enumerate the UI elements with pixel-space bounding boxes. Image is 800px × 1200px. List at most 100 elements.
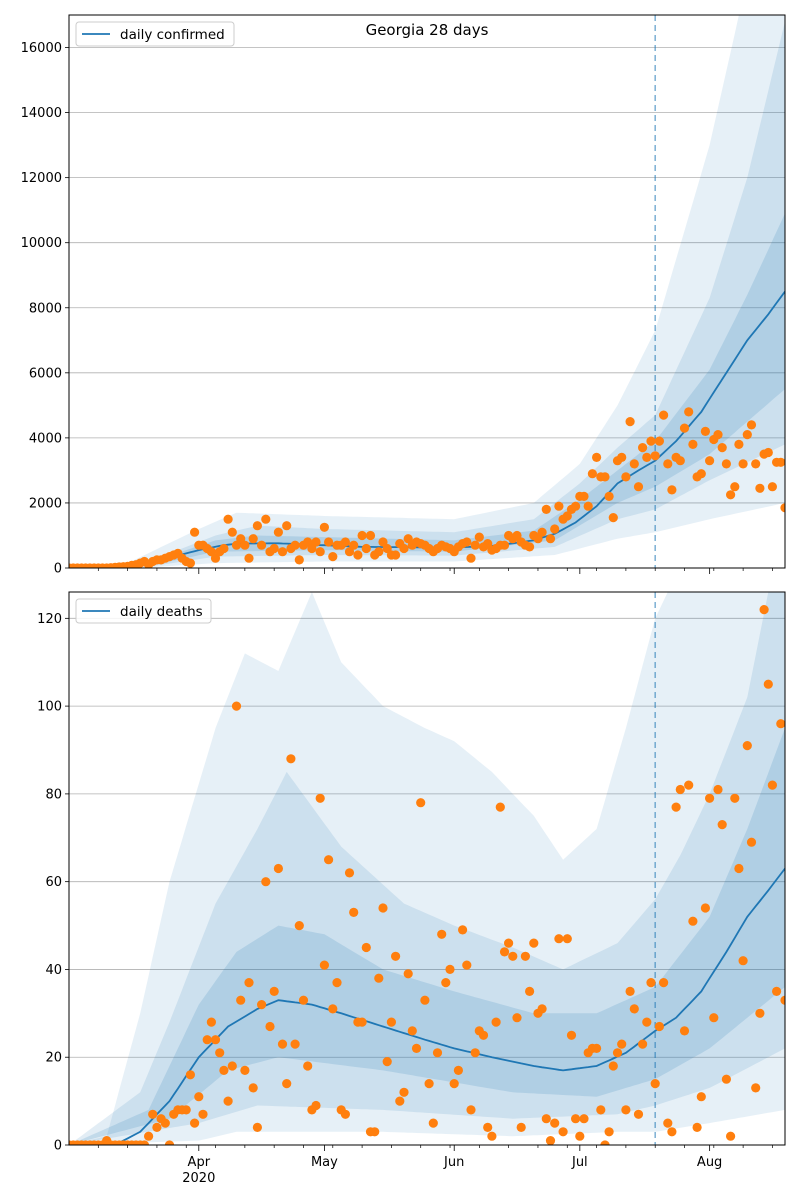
data-point [684, 407, 694, 417]
data-point [730, 482, 740, 492]
data-point [675, 784, 685, 795]
data-point [684, 780, 694, 790]
data-point [633, 482, 644, 492]
data-point [759, 605, 769, 615]
data-point [579, 491, 589, 501]
data-point [282, 521, 292, 531]
data-point [545, 1136, 556, 1145]
data-point [554, 934, 564, 944]
data-point [290, 1039, 300, 1049]
data-point [252, 521, 262, 531]
data-point [650, 451, 660, 461]
data-point [562, 511, 572, 521]
data-point [349, 540, 359, 550]
data-point [361, 543, 371, 554]
data-point [592, 1043, 602, 1053]
data-point [575, 1131, 585, 1141]
data-point [751, 459, 761, 469]
data-point [688, 916, 698, 926]
y-tick-label: 2000 [29, 496, 62, 511]
data-point [210, 553, 221, 563]
data-point [328, 552, 338, 562]
data-point [210, 1035, 221, 1045]
data-point [236, 534, 246, 544]
data-point [696, 469, 706, 479]
data-point [244, 553, 254, 563]
data-point [324, 537, 334, 547]
data-point [470, 540, 480, 550]
data-point [374, 547, 384, 557]
data-point [625, 986, 635, 997]
data-point [776, 457, 785, 467]
data-point [273, 863, 283, 874]
data-point [763, 447, 773, 458]
data-point [340, 537, 350, 547]
data-point [441, 978, 451, 988]
data-point [734, 439, 744, 449]
data-point [449, 1079, 459, 1089]
data-point [382, 1057, 392, 1067]
data-point [344, 868, 355, 878]
data-point [608, 513, 618, 523]
data-point [219, 1065, 229, 1075]
data-point [265, 1021, 275, 1032]
data-point [240, 1065, 250, 1075]
data-point [612, 1048, 623, 1058]
x-tick-label: Jun [443, 1155, 464, 1170]
data-point [738, 459, 748, 469]
data-point [646, 978, 656, 988]
data-point [277, 547, 288, 557]
legend-box [75, 21, 235, 47]
data-point [194, 1092, 204, 1102]
data-point [378, 903, 388, 913]
data-point [474, 532, 484, 542]
data-point [604, 1127, 614, 1137]
data-point [571, 501, 581, 511]
data-point [550, 524, 560, 534]
data-point [252, 1122, 262, 1132]
data-point [231, 540, 242, 550]
y-tick-label: 80 [45, 787, 62, 802]
data-point [185, 558, 195, 568]
data-point [148, 1109, 158, 1119]
data-point [470, 1048, 480, 1058]
data-point [458, 925, 468, 935]
data-point [621, 1105, 631, 1115]
legend: daily confirmed [75, 21, 235, 47]
data-point [315, 793, 325, 803]
data-point [499, 947, 510, 957]
data-point [466, 553, 476, 563]
data-point [516, 1122, 526, 1132]
data-point [579, 1114, 589, 1124]
data-point [755, 1008, 765, 1018]
data-point [248, 1083, 258, 1093]
data-point [713, 784, 723, 795]
chart-title: Georgia 28 days [366, 21, 489, 39]
data-point [277, 1039, 288, 1049]
data-point [152, 1122, 162, 1132]
data-point [734, 863, 744, 874]
y-tick-label: 10000 [21, 236, 62, 251]
y-tick-label: 0 [54, 1139, 62, 1154]
data-point [709, 1013, 719, 1023]
y-tick-label: 4000 [29, 431, 62, 446]
data-point [445, 964, 455, 975]
data-point [659, 410, 669, 420]
data-point [625, 417, 635, 427]
data-point [780, 503, 785, 513]
data-point [315, 547, 325, 557]
data-point [621, 472, 631, 482]
data-point [420, 995, 430, 1005]
data-point [755, 483, 765, 493]
data-point [303, 1061, 313, 1071]
data-point [294, 921, 304, 931]
data-point [738, 956, 748, 966]
data-point [483, 1122, 493, 1132]
data-point [407, 1026, 417, 1036]
data-point [349, 907, 359, 918]
data-point [261, 877, 271, 887]
data-point [273, 527, 283, 537]
data-point [294, 555, 304, 565]
data-point [437, 929, 447, 939]
